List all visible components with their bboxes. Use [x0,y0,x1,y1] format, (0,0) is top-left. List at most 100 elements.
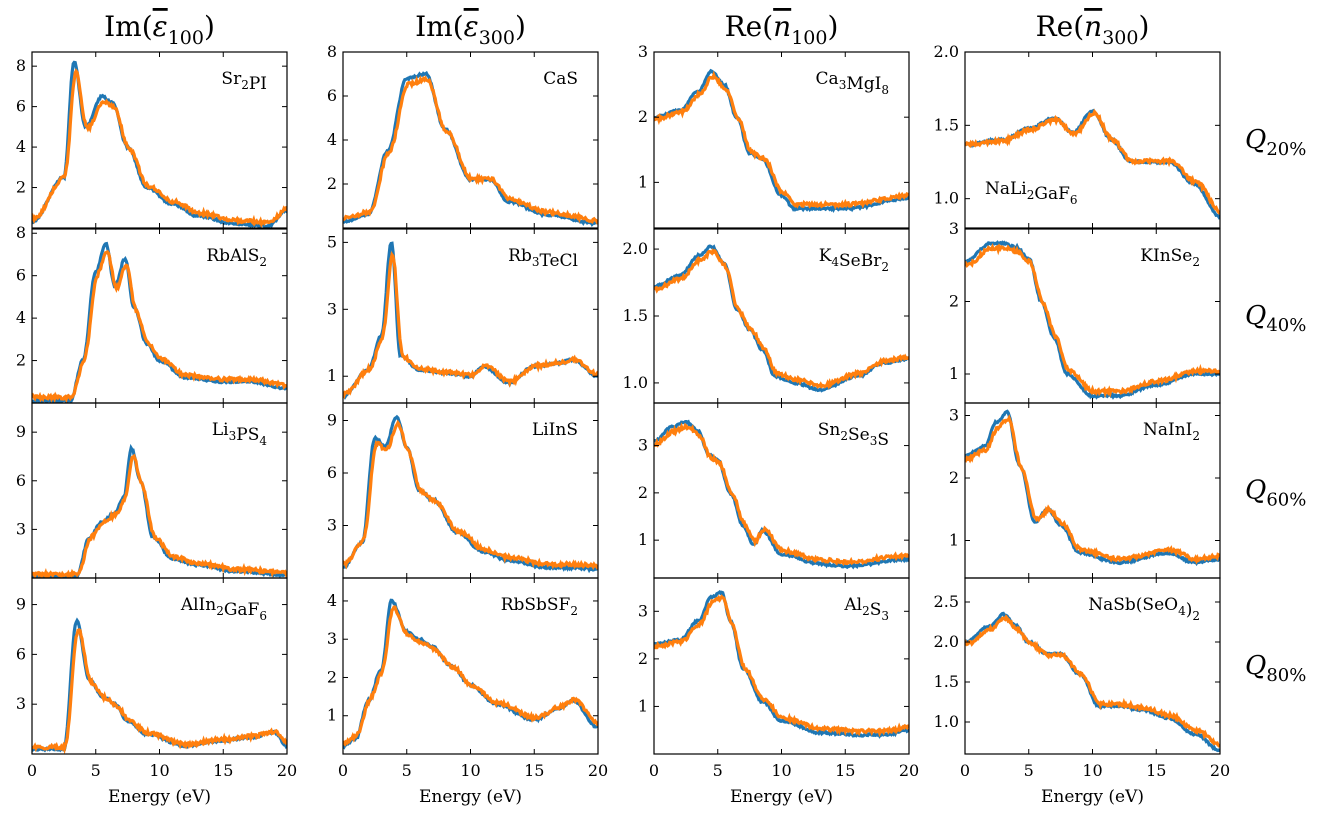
y-tick-label: 1.0 [934,189,959,208]
y-tick-label: 8 [16,223,26,242]
x-tick-label: 5 [402,761,412,780]
y-tick-label: 4 [16,137,26,156]
y-tick-label: 2.0 [623,239,648,258]
y-tick-label: 1 [949,364,959,383]
material-label: NaLi2GaF6 [985,179,1078,207]
x-tick-label: 10 [771,761,791,780]
y-tick-label: 3 [327,299,337,318]
series-predicted-line [654,594,909,738]
y-tick-label: 4 [16,308,26,327]
y-tick-label: 3 [638,436,648,455]
y-tick-label: 9 [16,422,26,441]
series-reference-line [32,443,287,578]
y-tick-label: 1 [638,530,648,549]
material-label: NaInI2 [1143,420,1200,443]
y-tick-label: 3 [16,694,26,713]
panel-AlIn2GaF6: 3 6 9 0 5 10 15 20 AlIn2GaF6 Energy (eV) [16,577,297,807]
column-title: Re(n300) [1036,10,1150,49]
y-tick-label: 4 [327,591,337,610]
material-label: Sn2Se3S [818,420,889,450]
panel-Li3PS4: 3 6 9 Li3PS4 [16,402,288,579]
panel-Rb3TeCl: 1 3 5 Rb3TeCl [327,228,599,404]
material-label: K4SeBr2 [819,246,889,274]
y-tick-label: 2.5 [934,592,959,611]
series-reference-line [343,414,598,574]
column-title: Re(n100) [725,10,839,49]
panel-Ca3MgI8: 1 2 3 Ca3MgI8 [638,42,910,229]
x-tick-label: 15 [524,761,544,780]
series-reference-line [965,108,1220,220]
material-label: CaS [543,69,578,89]
material-label: AlIn2GaF6 [180,595,267,623]
material-label: RbAlS2 [206,246,267,269]
y-tick-label: 2 [949,292,959,311]
y-tick-label: 8 [327,42,337,61]
x-tick-label: 5 [1024,761,1034,780]
y-tick-label: 4 [327,130,337,149]
series-reference-line [654,68,909,214]
series-predicted-line [965,414,1220,565]
y-tick-label: 3 [949,406,959,425]
series-predicted-line [32,628,287,754]
y-tick-label: 1 [327,706,337,725]
panel-LiInS: 3 6 9 LiInS [327,402,599,579]
y-tick-label: 3 [327,629,337,648]
series-predicted-line [654,248,909,390]
series-predicted-line [965,614,1220,748]
y-tick-label: 1.5 [623,306,648,325]
y-tick-label: 1.0 [934,712,959,731]
material-label: Al2S3 [843,595,889,623]
y-tick-label: 6 [16,471,26,490]
row-label: Q60% [1245,476,1306,511]
series-predicted-line [343,605,598,747]
y-tick-label: 2.0 [934,632,959,651]
y-tick-label: 3 [949,219,959,238]
series-reference-line [965,240,1220,400]
material-label: RbSbSF2 [501,595,578,618]
series-predicted-line [965,243,1220,399]
panel-NaLi2GaF6: 1.0 1.5 2.0 NaLi2GaF6 [934,42,1221,229]
panel-RbAlS2: 2 4 6 8 RbAlS2 [16,223,288,404]
series-reference-line [965,611,1220,753]
material-label: Sr2PI [221,69,267,94]
y-tick-label: 3 [638,42,648,61]
row-label: Q40% [1245,301,1306,336]
y-tick-label: 3 [638,601,648,620]
x-tick-label: 15 [1146,761,1166,780]
y-tick-label: 1 [949,531,959,550]
y-tick-label: 6 [16,644,26,663]
row-label: Q80% [1245,651,1306,686]
panel-KInSe2: 1 2 3 KInSe2 [949,219,1221,404]
x-axis-label: Energy (eV) [419,787,522,807]
panel-CaS: 2 4 6 8 CaS [327,42,599,229]
y-tick-label: 2.0 [934,42,959,61]
y-tick-label: 1 [638,172,648,191]
y-tick-label: 6 [16,266,26,285]
x-tick-label: 15 [213,761,233,780]
material-label: LiInS [532,420,578,440]
x-tick-label: 10 [460,761,480,780]
y-tick-label: 2 [327,174,337,193]
series-predicted-line [343,251,598,400]
y-tick-label: 8 [16,56,26,75]
series-predicted-line [343,75,598,225]
series-predicted-line [654,70,909,210]
series-predicted-line [32,68,287,228]
y-tick-label: 1 [638,696,648,715]
y-tick-label: 6 [327,463,337,482]
x-tick-label: 5 [713,761,723,780]
x-tick-label: 0 [27,761,37,780]
material-label: Rb3TeCl [508,246,578,271]
x-axis-label: Energy (eV) [730,787,833,807]
y-tick-label: 2 [638,649,648,668]
x-tick-label: 10 [1082,761,1102,780]
y-tick-label: 1.5 [934,672,959,691]
y-tick-label: 6 [16,97,26,116]
series-reference-line [965,409,1220,567]
y-tick-label: 2 [638,107,648,126]
y-tick-label: 1.0 [623,373,648,392]
series-reference-line [32,60,287,228]
series-predicted-line [343,419,598,571]
material-label: Li3PS4 [212,420,267,448]
